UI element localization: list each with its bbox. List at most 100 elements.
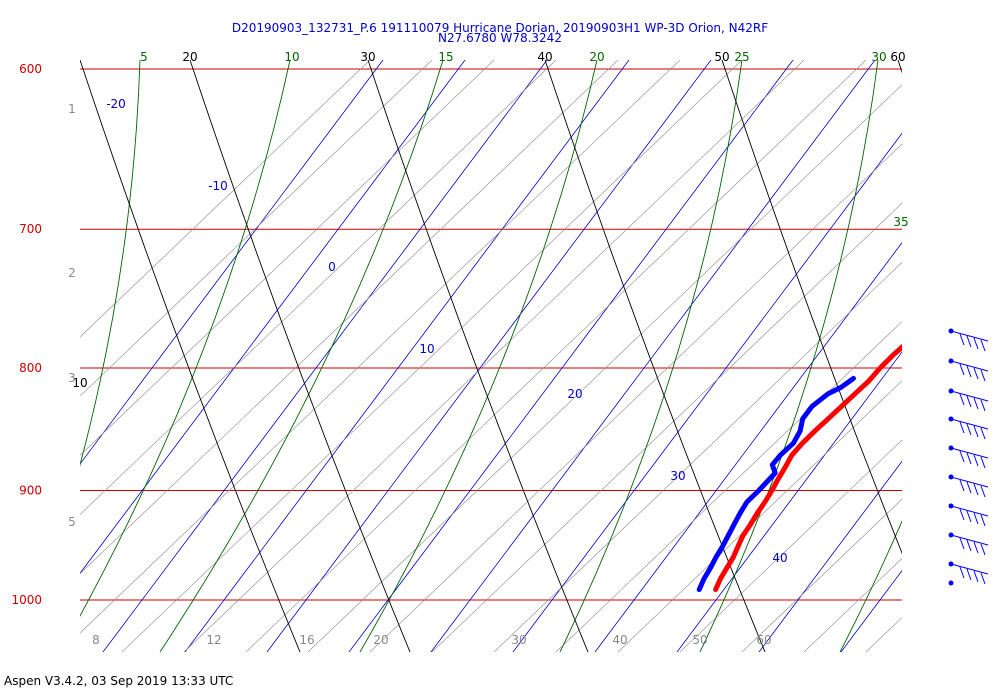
- wind-barb-flag: [966, 481, 972, 494]
- mixing-ratio-label: 50: [692, 633, 707, 647]
- wind-barb-shaft: [950, 505, 989, 517]
- moist-adiabat-label: 25: [734, 50, 749, 64]
- wind-barb-flag: [966, 365, 972, 378]
- isotherm-line: [80, 60, 466, 574]
- dry-adiabat-label: 20: [182, 50, 197, 64]
- wind-barb-shaft: [950, 360, 989, 372]
- moist-adiabat-line: [839, 520, 902, 652]
- mixing-ratio-line: [80, 60, 371, 338]
- mixing-ratio-line: [245, 60, 867, 652]
- dry-adiabat-line: [80, 60, 301, 652]
- wind-barb-flag: [973, 512, 979, 525]
- moist-adiabat-label: 30: [871, 50, 886, 64]
- dewpoint-profile-line: [696, 375, 856, 593]
- mixing-ratio-label: 8: [92, 633, 100, 647]
- isotherm-line: [512, 132, 902, 652]
- mixing-ratio-line: [80, 60, 557, 515]
- dry-adiabat-label: 10: [72, 376, 87, 390]
- wind-barb-shaft: [950, 330, 989, 342]
- wind-barb-shaft: [950, 447, 989, 459]
- mixing-ratio-line: [80, 60, 681, 634]
- isotherm-line: [676, 351, 902, 652]
- wind-barb-flag: [980, 339, 986, 352]
- wind-barb-flag: [966, 510, 972, 523]
- height-label: 2: [68, 266, 76, 280]
- temperature-profile-line: [713, 343, 902, 593]
- wind-barb-flag: [959, 479, 965, 492]
- isotherm-line: [266, 60, 712, 652]
- dry-adiabat-label: 40: [537, 50, 552, 64]
- wind-barb-shaft: [950, 534, 989, 546]
- wind-barb-flag: [959, 421, 965, 434]
- wind-barb-flag: [959, 450, 965, 463]
- wind-barb: [948, 328, 989, 352]
- wind-barb-shaft: [950, 476, 989, 488]
- dry-adiabat-line: [544, 60, 766, 652]
- dry-adiabat-line: [189, 60, 411, 652]
- wind-barb-flag: [959, 363, 965, 376]
- isotherm-label: 0: [328, 260, 336, 274]
- isotherm-line: [430, 60, 876, 652]
- moist-adiabat-label: 10: [284, 50, 299, 64]
- height-label: 5: [68, 515, 76, 529]
- wind-barb-flag: [959, 393, 965, 406]
- wind-barb-flag: [973, 367, 979, 380]
- height-label: 3: [68, 371, 76, 385]
- mixing-ratio-line: [121, 60, 743, 652]
- isotherm-label: -10: [208, 179, 228, 193]
- mixing-ratio-line: [865, 617, 902, 652]
- moist-adiabat-label: 20: [589, 50, 604, 64]
- wind-barb-dot: [948, 580, 954, 586]
- mixing-ratio-line: [369, 143, 902, 652]
- isotherm-line: [102, 60, 548, 652]
- wind-barb-flag: [973, 425, 979, 438]
- wind-barb-flag: [980, 399, 986, 412]
- isotherm-label: 40: [772, 551, 787, 565]
- dry-adiabat-line: [367, 60, 589, 652]
- wind-barb-flag: [973, 483, 979, 496]
- moist-adiabat-line: [559, 60, 743, 652]
- height-label: 1: [68, 102, 76, 116]
- wind-barb: [948, 503, 989, 527]
- wind-barb-flag: [959, 566, 965, 579]
- isotherm-line: [594, 242, 902, 652]
- wind-barb-flag: [959, 333, 965, 346]
- isotherm-label: 10: [419, 342, 434, 356]
- wind-barb-flag: [973, 397, 979, 410]
- isotherm-label: -20: [106, 97, 126, 111]
- wind-barb-flag: [973, 570, 979, 583]
- mixing-ratio-line: [183, 60, 805, 652]
- wind-barb-flag: [966, 452, 972, 465]
- isotherm-line: [80, 60, 384, 465]
- wind-barb-flag: [980, 427, 986, 440]
- mixing-ratio-label: 20: [373, 633, 388, 647]
- mixing-ratio-line: [493, 262, 902, 652]
- wind-barb-flag: [966, 335, 972, 348]
- dry-adiabat-label: 50: [714, 50, 729, 64]
- wind-barb-shaft: [950, 563, 989, 575]
- isotherm-label: 30: [670, 469, 685, 483]
- moist-adiabat-line: [359, 60, 598, 652]
- wind-barb-shaft: [950, 390, 989, 402]
- wind-barb-flag: [966, 395, 972, 408]
- wind-barb-flag: [980, 543, 986, 556]
- sounding-profiles: [696, 343, 902, 593]
- mixing-ratio-line: [80, 60, 433, 397]
- mixing-ratio-line: [928, 60, 1000, 652]
- wind-barb: [948, 474, 989, 498]
- moist-adiabat-line: [80, 60, 291, 617]
- moist-adiabat-line: [699, 60, 879, 652]
- mixing-ratio-label: 60: [756, 633, 771, 647]
- mixing-ratio-line: [617, 380, 902, 652]
- wind-barb-flag: [980, 572, 986, 585]
- wind-barb-flag: [973, 541, 979, 554]
- wind-barb-flag: [966, 568, 972, 581]
- pressure-tick-label: 900: [19, 483, 42, 497]
- wind-barb-flag: [959, 537, 965, 550]
- wind-barb: [948, 358, 989, 382]
- pressure-tick-label: 700: [19, 222, 42, 236]
- moist-adiabat-label: 5: [140, 50, 148, 64]
- mixing-ratio-label: 16: [299, 633, 314, 647]
- mixing-ratio-line: [741, 498, 902, 652]
